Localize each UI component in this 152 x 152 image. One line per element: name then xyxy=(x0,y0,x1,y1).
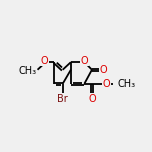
Text: O: O xyxy=(88,94,96,104)
Text: Br: Br xyxy=(57,94,68,104)
Text: O: O xyxy=(102,79,110,89)
Text: O: O xyxy=(41,56,48,66)
Text: O: O xyxy=(99,65,107,75)
Text: CH₃: CH₃ xyxy=(118,79,136,89)
Text: O: O xyxy=(81,56,88,66)
Text: CH₃: CH₃ xyxy=(19,66,37,76)
